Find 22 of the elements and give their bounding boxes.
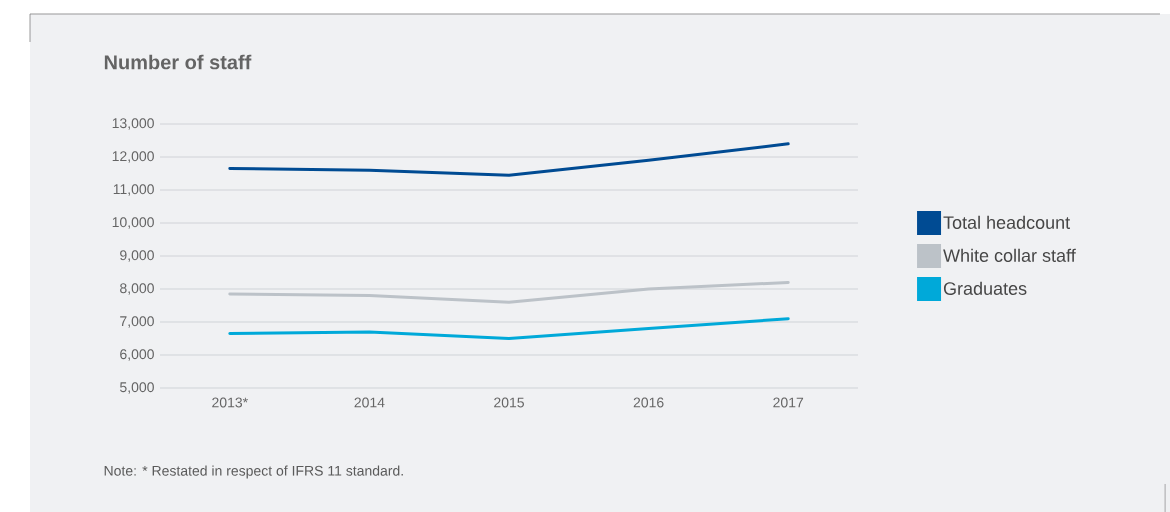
x-tick-label: 2016 — [633, 397, 664, 408]
line-series — [228, 280, 790, 304]
y-tick-label: 11,000 — [113, 184, 154, 196]
x-tick-label: 2013* — [212, 397, 248, 408]
y-tick-label: 10,000 — [112, 217, 154, 229]
legend-label: Graduates — [943, 281, 1027, 295]
x-tick-label: 2014 — [354, 397, 385, 408]
y-tick-label: 12,000 — [112, 151, 154, 163]
y-tick-label: 6,000 — [120, 349, 154, 361]
y-tick-label: 13,000 — [112, 118, 154, 130]
y-tick-label: 7,000 — [120, 316, 154, 328]
y-tick-label: 9,000 — [120, 250, 154, 262]
line-series — [228, 142, 790, 177]
line-series — [228, 317, 790, 340]
x-tick-label: 2015 — [494, 397, 524, 408]
legend-label: White collar staff — [943, 248, 1076, 262]
y-tick-label: 5,000 — [120, 382, 154, 394]
x-tick-label: 2017 — [773, 397, 804, 408]
chart-title: Number of staff — [104, 54, 252, 70]
text: Note: * Restated in respect of IFRS 11 standard. — [104, 465, 403, 479]
y-tick-label: 8,000 — [120, 283, 154, 295]
legend-label: Total headcount — [943, 215, 1070, 229]
